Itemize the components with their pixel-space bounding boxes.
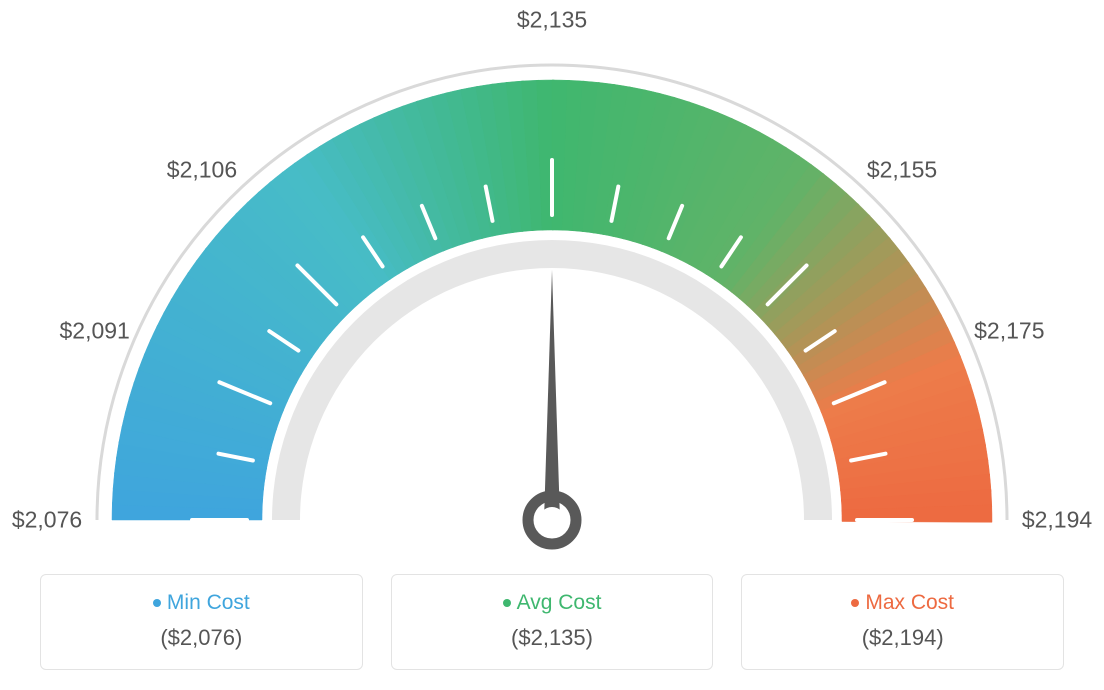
gauge-tick-label: $2,076 [12,507,82,534]
gauge-tick-label: $2,091 [59,317,129,344]
gauge-tick-label: $2,135 [517,7,587,34]
dot-icon [503,599,511,607]
max-cost-card: Max Cost ($2,194) [741,574,1064,670]
dot-icon [153,599,161,607]
gauge-tick-label: $2,194 [1022,507,1092,534]
min-cost-card: Min Cost ($2,076) [40,574,363,670]
gauge-tick-label: $2,106 [167,156,237,183]
max-cost-label: Max Cost [865,591,954,614]
avg-cost-label: Avg Cost [517,591,602,614]
avg-cost-card: Avg Cost ($2,135) [391,574,714,670]
gauge-tick-label: $2,155 [867,156,937,183]
gauge-chart: $2,076 $2,091 $2,106 $2,135 $2,155 $2,175 $2,1… [0,0,1104,560]
chart-wrapper: $2,076 $2,091 $2,106 $2,135 $2,155 $2,175 $2,1… [0,0,1104,690]
summary-cards: Min Cost ($2,076) Avg Cost ($2,135) Max … [40,574,1064,670]
avg-cost-title: Avg Cost [402,591,703,615]
min-cost-value: ($2,076) [51,625,352,651]
max-cost-value: ($2,194) [752,625,1053,651]
gauge-svg [0,0,1104,560]
min-cost-label: Min Cost [167,591,250,614]
max-cost-title: Max Cost [752,591,1053,615]
dot-icon [851,599,859,607]
avg-cost-value: ($2,135) [402,625,703,651]
gauge-tick-label: $2,175 [974,317,1044,344]
min-cost-title: Min Cost [51,591,352,615]
